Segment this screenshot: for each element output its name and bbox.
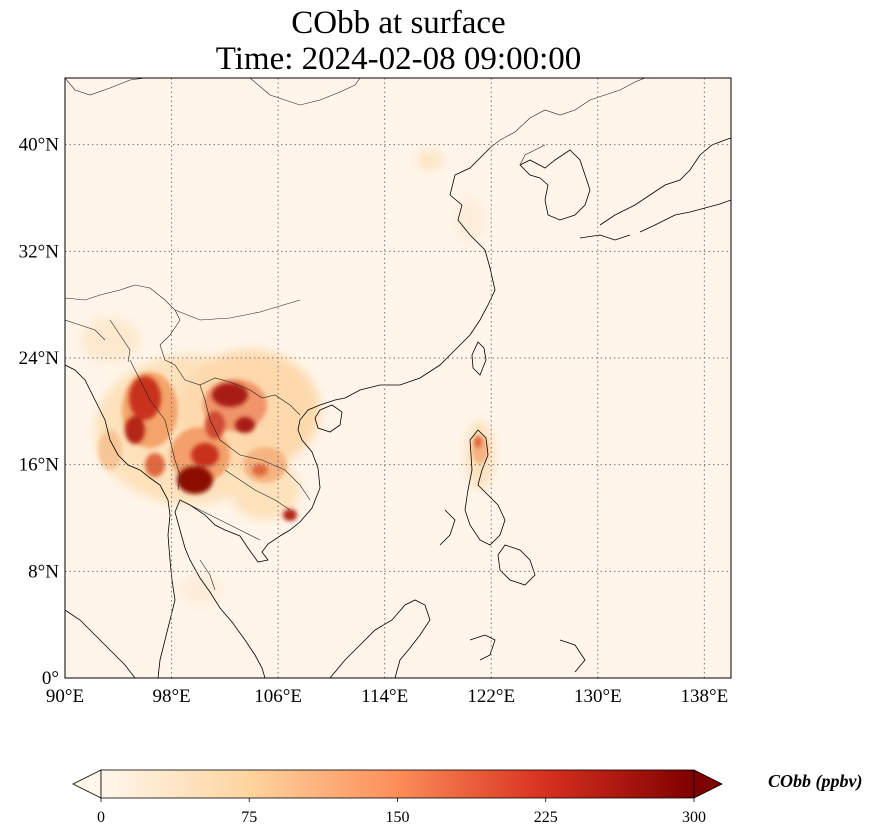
lon-tick-label: 114°E [361,686,408,707]
colorbar-extend-low [72,769,102,799]
lat-tick-label: 32°N [19,241,60,262]
colorbar-extend-high [693,769,723,799]
colorbar-tick-label: 300 [682,809,706,826]
lat-tick-label: 24°N [19,348,60,369]
lat-tick-label: 8°N [28,561,59,582]
map-plot-area [65,78,731,678]
lon-tick-label: 130°E [574,686,622,707]
country-borders [65,78,646,591]
colorbar-title: CObb (ppbv) [768,771,862,792]
colorbar: 0 75 150 225 300 CObb (ppbv) [72,769,862,826]
colorbar-tick-label: 0 [97,809,105,826]
coastlines [65,137,731,678]
colorbar-ticks: 0 75 150 225 300 [97,798,706,826]
lat-tick-label: 40°N [19,135,60,156]
lat-tick-label: 0° [42,668,59,689]
lon-tick-label: 138°E [681,686,729,707]
latitude-axis: 0° 8°N 16°N 24°N 32°N 40°N [19,135,60,689]
lon-tick-label: 90°E [46,686,84,707]
lon-tick-label: 98°E [152,686,190,707]
longitude-axis: 90°E 98°E 106°E 114°E 122°E 130°E 138°E [46,686,728,707]
map-subtitle-time: Time: 2024-02-08 09:00:00 [215,41,582,77]
colorbar-tick-label: 75 [241,809,257,826]
colorbar-tick-label: 150 [386,809,410,826]
lat-tick-label: 16°N [19,455,60,476]
gridlines [65,78,731,678]
map-title: CObb at surface [291,5,506,41]
map-frame [64,77,732,679]
lon-tick-label: 122°E [467,686,515,707]
lon-tick-label: 106°E [254,686,302,707]
colorbar-gradient [100,769,695,799]
colorbar-tick-label: 225 [534,809,558,826]
